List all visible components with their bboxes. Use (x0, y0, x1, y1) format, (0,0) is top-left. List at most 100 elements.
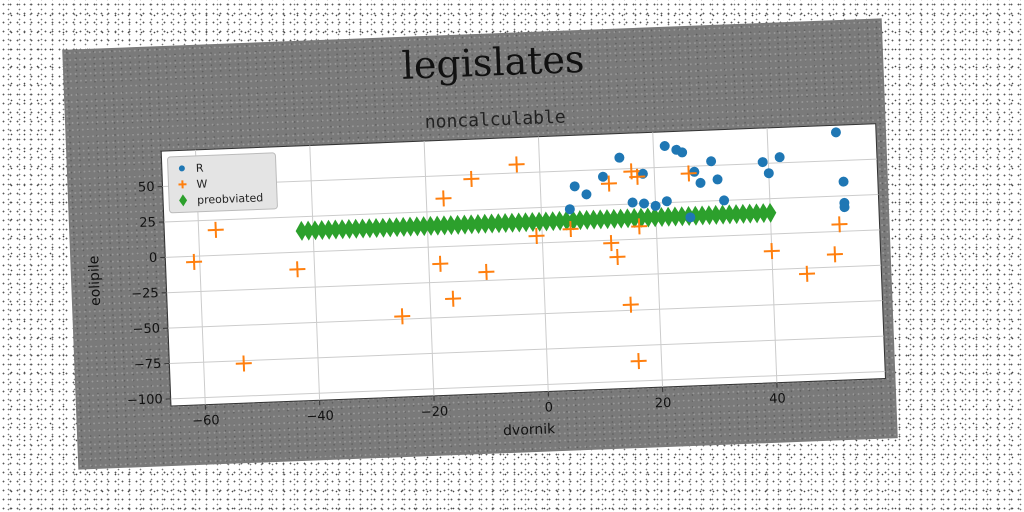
plus-point (432, 255, 449, 272)
circle-point (774, 152, 785, 163)
diamond-point (356, 218, 369, 239)
circle-point (659, 141, 670, 152)
diamond-point (451, 214, 464, 235)
plus-point (478, 263, 495, 280)
x-tick-label: −20 (421, 404, 449, 420)
circle-point (839, 202, 850, 213)
diamond-point (458, 214, 471, 235)
diamond-point (716, 204, 729, 225)
diamond-point (621, 208, 634, 229)
y-tick-label: −75 (134, 357, 162, 373)
diamond-point (587, 209, 600, 230)
circle-point (706, 156, 717, 167)
diamond-point (329, 219, 342, 240)
y-tick-label: 25 (139, 215, 156, 231)
y-grid-line (167, 300, 883, 329)
y-grid-line (170, 370, 886, 400)
diamond-point (648, 207, 661, 228)
y-grid-line (165, 229, 880, 258)
plus-point (463, 170, 480, 187)
diamond-point (723, 204, 736, 225)
diamond-point (526, 211, 539, 232)
diamond-point (363, 218, 376, 239)
y-grid-line (166, 264, 882, 294)
plus-point (600, 175, 617, 192)
legend-label: preobviated (197, 191, 264, 207)
x-tick-label: 40 (769, 391, 786, 407)
scatter-chart: legislates noncalculable −60 −40 −20 0 20 40−… (86, 37, 886, 439)
diamond-point (580, 209, 593, 230)
circle-point (838, 176, 849, 187)
diamond-point (635, 207, 648, 228)
circle-point (564, 204, 575, 215)
plus-point (603, 235, 620, 252)
plus-point (508, 156, 525, 173)
plus-point (235, 355, 252, 372)
circle-point (650, 200, 661, 211)
plot-area (160, 123, 886, 407)
circle-point (597, 171, 608, 182)
chart-title: legislates (401, 37, 585, 88)
diamond-point (309, 220, 322, 241)
circle-point (719, 195, 730, 206)
diamond-point (676, 206, 689, 227)
diamond-point (465, 214, 478, 235)
diamond-point (499, 213, 512, 234)
plus-point (435, 190, 452, 207)
plus-point (763, 243, 780, 260)
diamond-point (485, 213, 498, 234)
circle-point (569, 181, 580, 192)
plus-point (629, 168, 646, 185)
diamond-point (404, 216, 417, 237)
diamond-point (343, 219, 356, 240)
diamond-point (377, 217, 390, 238)
diamond-point (295, 220, 308, 241)
diamond-point (445, 215, 458, 236)
diamond-point (608, 208, 621, 229)
diamond-point (669, 206, 682, 227)
circle-point (685, 212, 696, 223)
axis-ticks: −60 −40 −20 0 20 40 −100 −75 −50 −25 0 25 50 (127, 180, 786, 429)
diamond-point (601, 209, 614, 230)
x-tick-label: −40 (306, 409, 334, 425)
diamond-point (533, 211, 546, 232)
diamond-point (397, 216, 410, 237)
plus-point (831, 216, 848, 233)
legend-box (167, 152, 278, 214)
plus-point (622, 296, 639, 313)
diamond-point (710, 204, 722, 225)
diamond-point (431, 215, 444, 236)
legend-marker (178, 165, 185, 172)
y-tick-label: −50 (132, 321, 160, 337)
diamond-point (764, 202, 777, 223)
diamond-point (519, 212, 532, 233)
x-tick-label: −60 (192, 413, 220, 429)
diamond-point (696, 205, 709, 226)
diamond-point (349, 218, 362, 239)
diamond-point (546, 211, 559, 232)
diamond-point (743, 203, 756, 224)
circle-point (763, 168, 774, 179)
grid-lines (162, 127, 886, 405)
diamond-point (567, 210, 580, 231)
plus-point (186, 253, 203, 270)
diamond-point (322, 219, 335, 240)
diamond-point (737, 203, 750, 224)
diamond-point (390, 217, 403, 238)
diamond-point (492, 213, 505, 234)
legend-marker (178, 180, 187, 189)
plus-point (207, 221, 224, 238)
plus-point (826, 246, 843, 263)
plus-point (445, 290, 462, 307)
plus-point (562, 220, 579, 238)
y-tick-label: −25 (131, 286, 159, 302)
circle-point (661, 196, 672, 207)
plus-point (609, 248, 626, 266)
diamond-point (662, 206, 675, 227)
diamond-point (424, 215, 437, 236)
chart-subtitle: noncalculable (424, 107, 566, 133)
data-marks (186, 127, 850, 372)
diamond-point (302, 220, 315, 241)
diamond-point (506, 212, 519, 233)
plus-point (394, 308, 411, 325)
